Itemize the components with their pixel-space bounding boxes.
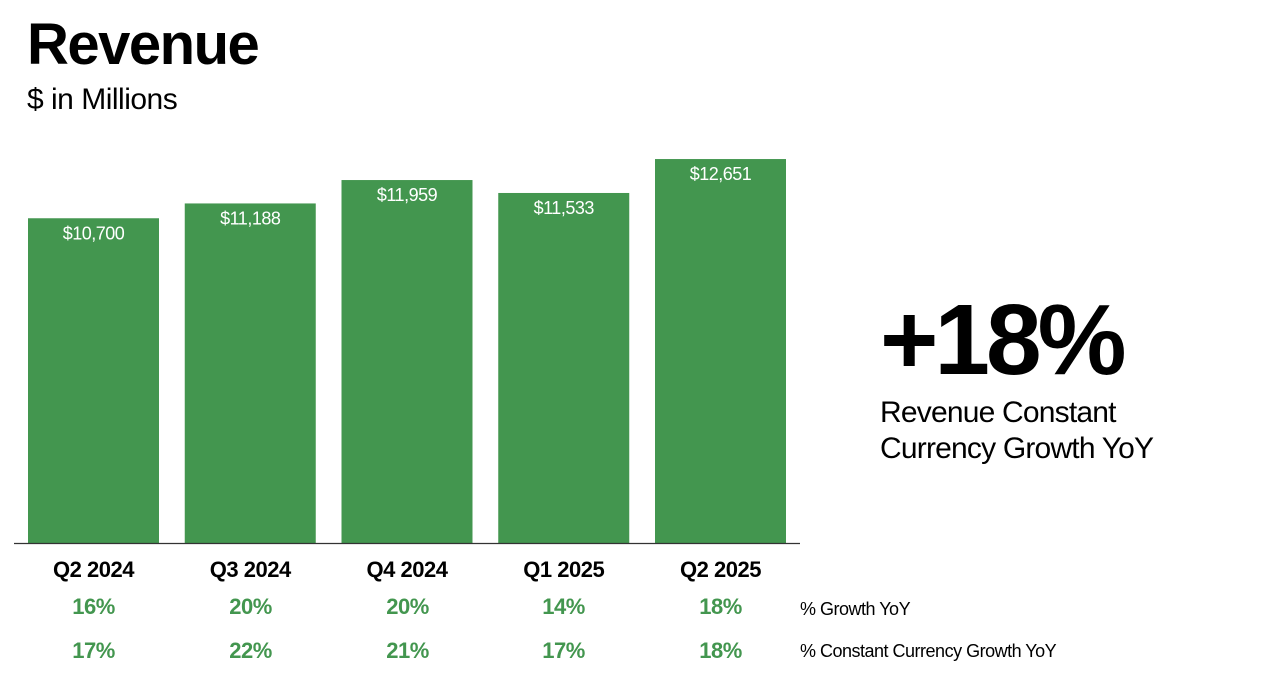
bar-value-label: $10,700 [63, 223, 125, 243]
page-title: Revenue [27, 12, 260, 77]
highlight-caption: Revenue Constant Currency Growth YoY [880, 396, 1154, 465]
bar-q3-2024 [184, 203, 316, 543]
highlight-value: +18% [880, 284, 1127, 396]
bar-value-label: $11,959 [377, 185, 438, 205]
x-tick-label: Q4 2024 [367, 557, 449, 582]
revenue-bar-chart: $10,700 Q2 2024 $11,188 Q3 2024 $11,959 Q4 20… [14, 159, 800, 582]
constant-currency-growth-row: 17% 22% 21% 17% 18% [0, 636, 800, 666]
x-tick-label: Q2 2025 [680, 557, 761, 582]
cc-growth-cell: 22% [229, 638, 272, 663]
growth-yoy-cell: 20% [229, 594, 272, 619]
growth-yoy-cell: 20% [386, 594, 429, 619]
cc-growth-cell: 21% [386, 638, 429, 663]
cc-growth-cell: 18% [699, 638, 742, 663]
x-tick-label: Q3 2024 [210, 557, 292, 582]
growth-yoy-row: 16% 20% 20% 14% 18% [0, 592, 800, 622]
page-subtitle: $ in Millions [27, 83, 178, 116]
growth-yoy-cell: 16% [72, 594, 115, 619]
bar-q1-2025 [498, 192, 630, 543]
constant-currency-growth-label: % Constant Currency Growth YoY [800, 641, 1057, 661]
growth-highlight: +18% Revenue Constant Currency Growth Yo… [880, 285, 1260, 467]
bar-q2-2025 [655, 159, 786, 543]
x-tick-label: Q2 2024 [53, 557, 135, 582]
bar-value-label: $12,651 [690, 164, 752, 184]
growth-yoy-label: % Growth YoY [800, 599, 911, 619]
x-tick-label: Q1 2025 [523, 557, 604, 582]
growth-yoy-cell: 18% [699, 594, 742, 619]
bar-q4-2024 [341, 180, 473, 543]
bar-value-label: $11,533 [534, 198, 595, 218]
bar-value-label: $11,188 [220, 208, 281, 228]
growth-yoy-cell: 14% [542, 594, 585, 619]
bar-q2-2024 [28, 218, 159, 543]
cc-growth-cell: 17% [72, 638, 115, 663]
cc-growth-cell: 17% [542, 638, 585, 663]
